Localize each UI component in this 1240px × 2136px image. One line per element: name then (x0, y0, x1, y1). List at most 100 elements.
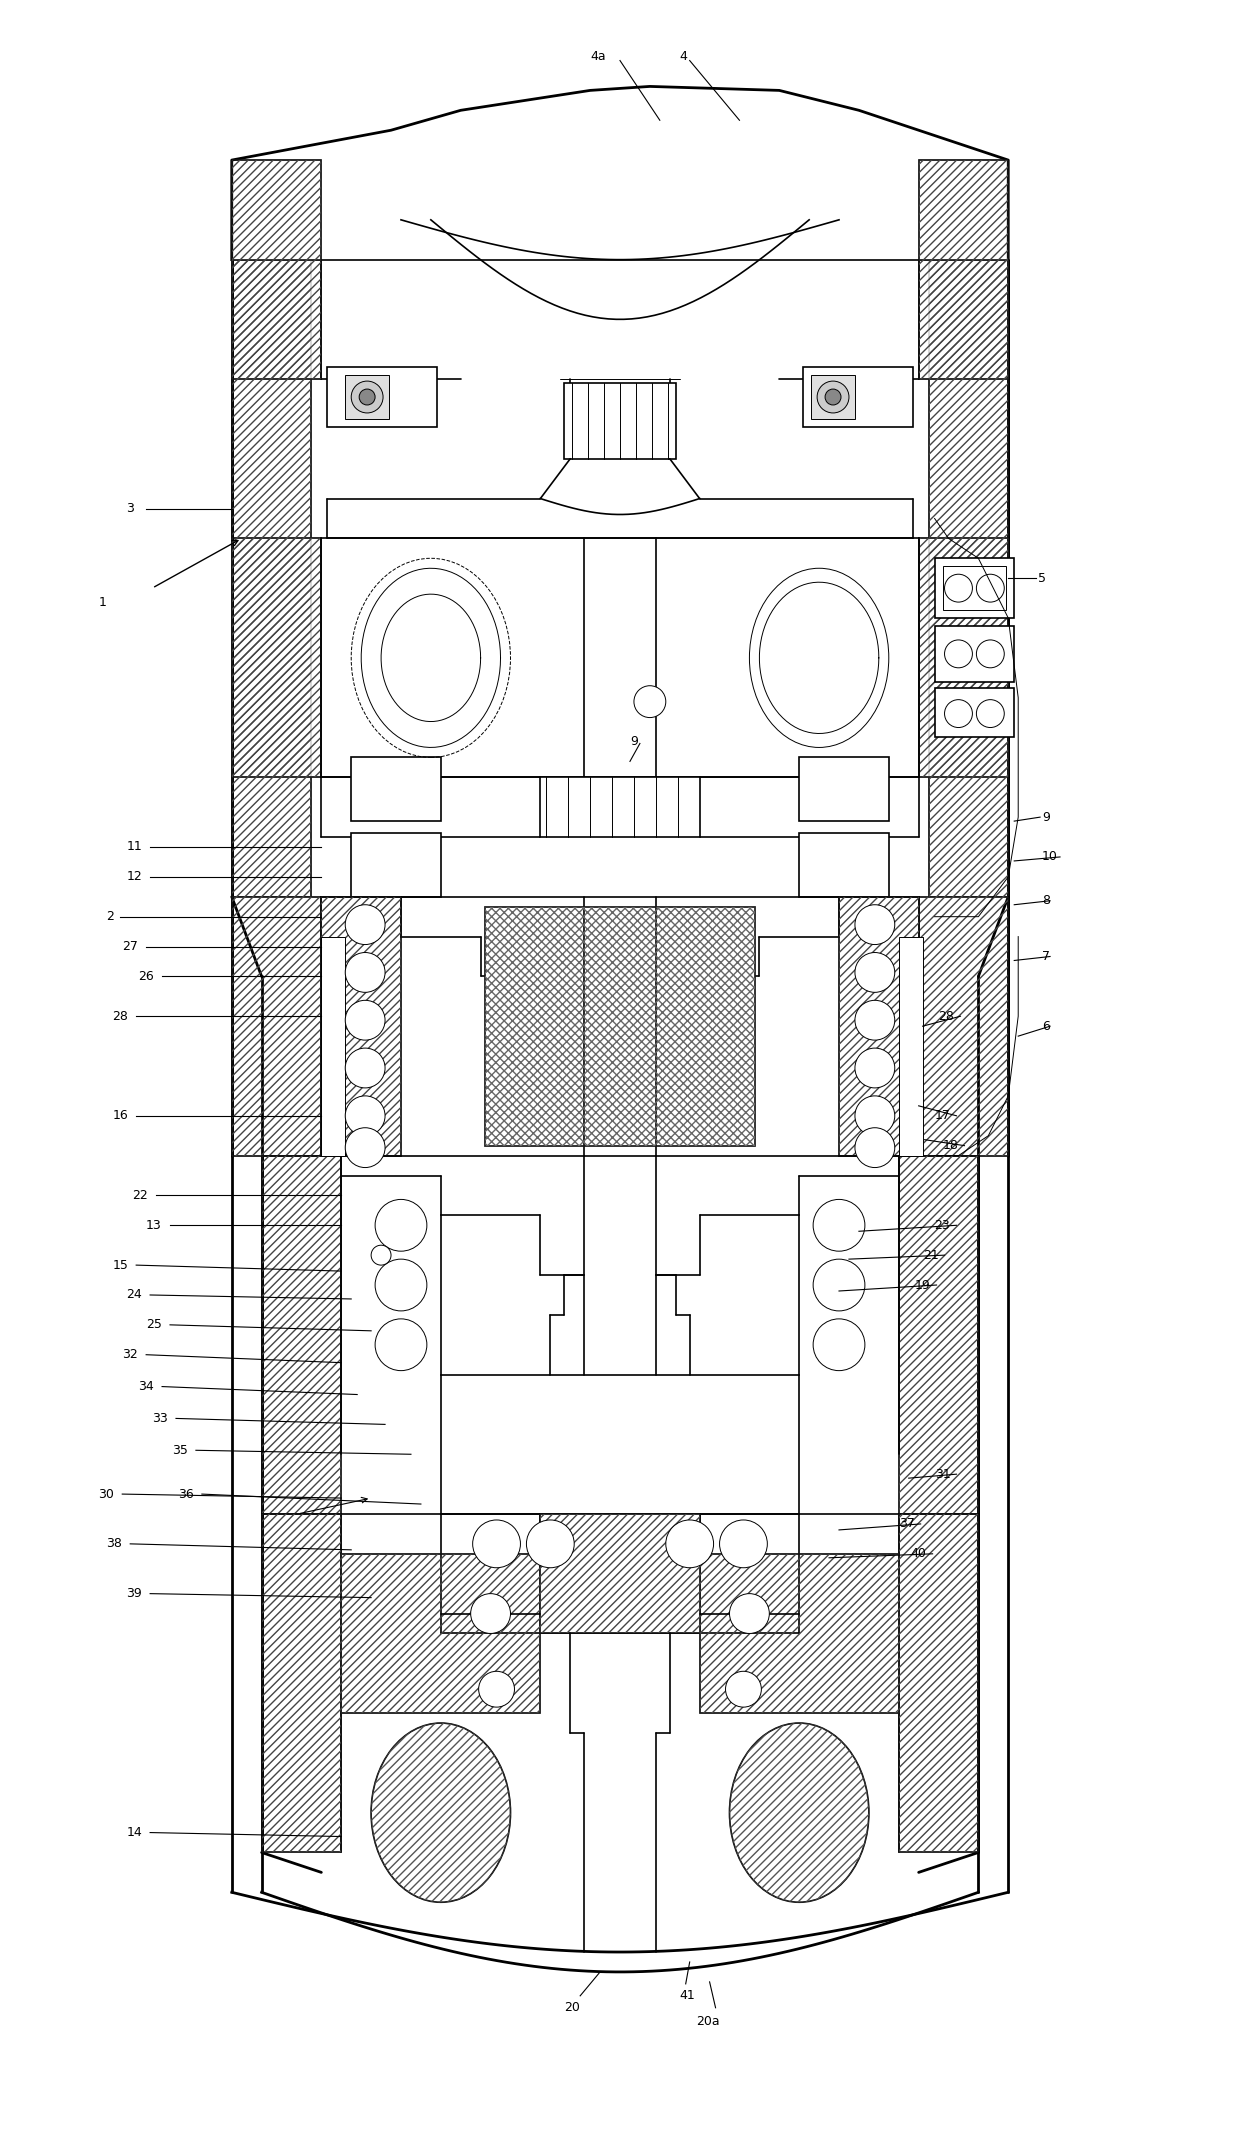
Circle shape (666, 1521, 713, 1568)
Circle shape (976, 701, 1004, 728)
Bar (919, 160, 1008, 261)
Bar (919, 160, 1008, 261)
Text: 15: 15 (113, 1258, 128, 1271)
Text: 32: 32 (123, 1348, 138, 1361)
Ellipse shape (371, 1724, 511, 1903)
Bar (899, 1156, 978, 1514)
Text: 26: 26 (138, 970, 154, 983)
Circle shape (351, 380, 383, 412)
Circle shape (345, 953, 386, 993)
Circle shape (345, 1096, 386, 1136)
Circle shape (813, 1200, 864, 1252)
Text: 12: 12 (126, 869, 141, 884)
Text: 27: 27 (123, 940, 138, 953)
Text: 14: 14 (126, 1826, 141, 1839)
Bar (321, 936, 345, 1156)
Bar (341, 1553, 541, 1713)
Text: 23: 23 (935, 1220, 950, 1232)
Text: 2: 2 (107, 910, 114, 923)
Text: 37: 37 (899, 1517, 915, 1532)
Text: 20: 20 (564, 2001, 580, 2014)
Text: 34: 34 (138, 1380, 154, 1393)
Text: 4a: 4a (590, 49, 606, 64)
Text: 22: 22 (133, 1190, 148, 1203)
Bar (935, 626, 1014, 681)
Text: 19: 19 (915, 1279, 930, 1292)
Bar (262, 1514, 341, 1852)
Circle shape (725, 1670, 761, 1707)
Text: 6: 6 (1042, 1019, 1050, 1032)
Circle shape (345, 1128, 386, 1168)
Circle shape (371, 1245, 391, 1265)
Bar (232, 261, 321, 378)
Circle shape (376, 1258, 427, 1312)
Text: 10: 10 (1042, 850, 1058, 863)
Bar (541, 778, 699, 837)
Bar (899, 1156, 978, 1514)
Bar (345, 376, 389, 419)
Bar (899, 936, 923, 1156)
Bar (341, 1553, 541, 1713)
Text: 39: 39 (126, 1587, 141, 1600)
Text: 17: 17 (935, 1109, 950, 1121)
Bar (800, 833, 889, 897)
Text: 8: 8 (1042, 895, 1050, 908)
Bar (839, 897, 919, 1156)
Bar (919, 897, 1008, 1156)
Bar (351, 833, 440, 897)
Bar (541, 1514, 699, 1634)
Bar (935, 688, 1014, 737)
Text: 33: 33 (153, 1412, 167, 1425)
Circle shape (976, 641, 1004, 669)
Text: 1: 1 (98, 596, 107, 609)
Bar (262, 1514, 341, 1852)
Circle shape (472, 1521, 521, 1568)
Bar (541, 1514, 699, 1634)
Text: 35: 35 (172, 1444, 188, 1457)
Bar (351, 758, 440, 820)
Bar (541, 1514, 699, 1634)
Text: 36: 36 (179, 1487, 193, 1502)
Bar (232, 538, 321, 778)
Text: 28: 28 (113, 1010, 128, 1023)
Circle shape (817, 380, 849, 412)
Circle shape (945, 641, 972, 669)
Circle shape (719, 1521, 768, 1568)
Circle shape (360, 389, 376, 406)
Text: 16: 16 (113, 1109, 128, 1121)
Bar (232, 160, 321, 261)
Circle shape (854, 906, 895, 944)
Bar (899, 1514, 978, 1852)
Text: 20a: 20a (696, 2014, 719, 2029)
Bar (811, 376, 854, 419)
Text: 41: 41 (680, 1989, 696, 2001)
Bar (485, 906, 755, 1145)
Bar (321, 897, 401, 1156)
Circle shape (376, 1318, 427, 1371)
Bar (262, 1156, 341, 1514)
Circle shape (825, 389, 841, 406)
Bar (232, 261, 311, 897)
Bar (919, 897, 1008, 1156)
Text: 9: 9 (1042, 812, 1050, 824)
Circle shape (345, 1000, 386, 1040)
Circle shape (854, 1000, 895, 1040)
Circle shape (854, 953, 895, 993)
Circle shape (945, 575, 972, 602)
Bar (232, 897, 321, 1156)
Text: 28: 28 (939, 1010, 955, 1023)
Circle shape (854, 1096, 895, 1136)
Circle shape (479, 1670, 515, 1707)
Bar (800, 758, 889, 820)
Bar (699, 1553, 899, 1713)
Bar (232, 261, 321, 378)
Text: 30: 30 (98, 1487, 114, 1502)
Bar (321, 897, 401, 1156)
Ellipse shape (729, 1724, 869, 1903)
Text: 3: 3 (126, 502, 134, 515)
Bar (919, 261, 1008, 378)
Text: 4: 4 (680, 49, 688, 64)
Circle shape (813, 1258, 864, 1312)
Bar (919, 261, 1008, 378)
Text: 18: 18 (942, 1138, 959, 1151)
